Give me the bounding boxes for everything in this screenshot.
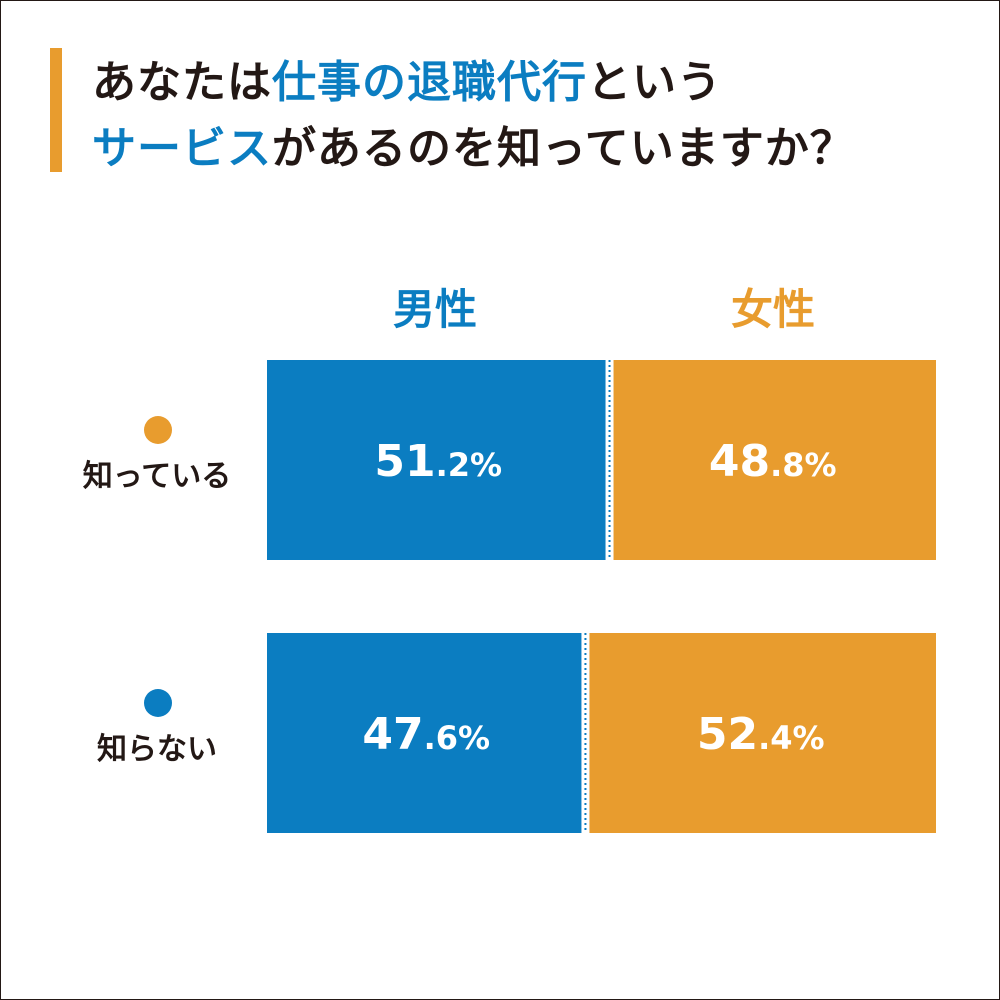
bar-segment xyxy=(585,633,936,833)
bar-segment xyxy=(609,360,936,560)
data-label: 51.2% xyxy=(374,436,502,487)
data-label: 48.8% xyxy=(709,436,837,487)
bar-segment xyxy=(267,360,610,560)
category-marker-dot xyxy=(144,689,172,717)
title-line2-highlight: サービス xyxy=(92,123,272,174)
bar-segment xyxy=(267,633,586,833)
title-line1-part1: あなたは xyxy=(92,57,272,108)
data-label: 52.4% xyxy=(697,709,825,760)
chart-title: あなたは仕事の退職代行という サービスがあるのを知っていますか？ xyxy=(92,50,855,182)
data-label: 47.6% xyxy=(362,709,490,760)
category-label: 知っている xyxy=(83,459,232,494)
title-line2-part2: があるのを知っていますか？ xyxy=(272,123,855,174)
title-line1-part3: という xyxy=(587,57,722,108)
category-label: 知らない xyxy=(97,732,217,767)
category-marker-dot xyxy=(144,416,172,444)
series-header-male: 男性 xyxy=(392,285,477,334)
series-header-female: 女性 xyxy=(730,285,815,334)
title-line1-highlight: 仕事の退職代行 xyxy=(272,57,587,108)
title-accent-bar xyxy=(50,48,62,172)
